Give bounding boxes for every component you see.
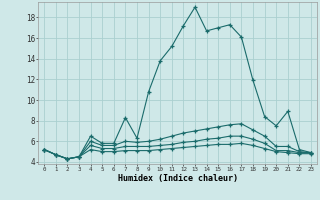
X-axis label: Humidex (Indice chaleur): Humidex (Indice chaleur) <box>118 174 238 183</box>
